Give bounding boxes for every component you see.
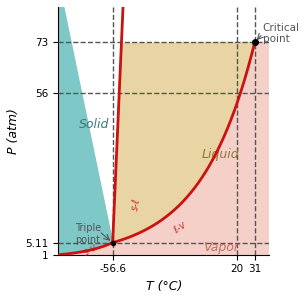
Text: ℓ-v: ℓ-v [172,220,188,236]
Text: Solid: Solid [79,118,109,131]
Text: Vapor: Vapor [203,241,239,254]
Text: Triple
point: Triple point [75,223,101,245]
Text: Critical
point: Critical point [263,23,300,44]
Polygon shape [58,42,269,255]
Y-axis label: P (atm): P (atm) [7,108,20,154]
Text: Liquid: Liquid [202,148,240,161]
Polygon shape [58,0,124,255]
X-axis label: T (°C): T (°C) [146,280,182,293]
Text: s-ℓ: s-ℓ [130,197,142,212]
Polygon shape [113,42,255,243]
Text: s-v: s-v [82,242,100,257]
